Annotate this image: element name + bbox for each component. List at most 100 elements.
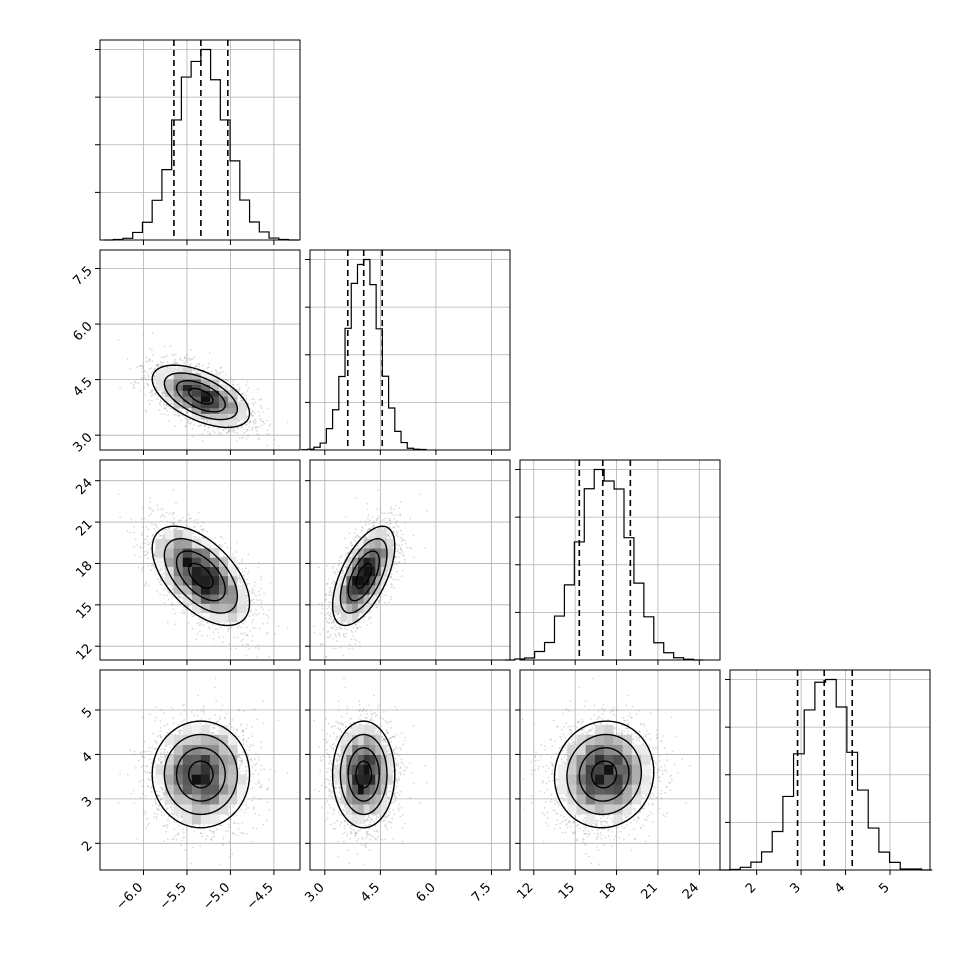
sample-point (260, 407, 263, 410)
sample-point (245, 654, 248, 657)
sample-point (177, 594, 180, 597)
sample-point (172, 608, 175, 610)
sample-point (257, 647, 260, 650)
sample-point (260, 419, 263, 422)
density-cell (200, 396, 211, 403)
sample-point (246, 594, 249, 597)
sample-point (222, 555, 225, 558)
sample-point (242, 436, 245, 439)
density-cell (218, 402, 229, 409)
sample-point (243, 631, 246, 634)
sample-point (269, 423, 272, 426)
sample-point (183, 357, 186, 360)
sample-point (186, 411, 189, 414)
sample-point (154, 541, 156, 543)
sample-point (242, 583, 245, 586)
sample-point (130, 382, 133, 385)
sample-point (241, 581, 244, 583)
sample-point (181, 359, 184, 362)
sample-point (243, 574, 245, 577)
sample-point (258, 418, 261, 421)
sample-point (141, 532, 144, 535)
density-cell (164, 378, 175, 386)
sample-point (205, 421, 208, 423)
sample-point (197, 622, 200, 624)
sample-point (201, 433, 204, 435)
sample-point (232, 380, 234, 382)
sample-point (252, 601, 255, 604)
sample-point (167, 405, 170, 408)
sample-point (219, 372, 222, 375)
sample-point (229, 647, 232, 650)
sample-point (252, 403, 255, 406)
sample-point (141, 370, 143, 373)
sample-point (226, 379, 228, 381)
density-cell (200, 384, 211, 391)
sample-point (147, 375, 150, 378)
sample-point (145, 356, 148, 359)
sample-point (144, 360, 147, 363)
sample-point (142, 365, 144, 368)
sample-point (161, 514, 164, 517)
histogram-panel-1 (300, 249, 511, 455)
sample-point (257, 566, 260, 569)
sample-point (170, 603, 173, 606)
sample-point (161, 567, 164, 569)
sample-point (145, 378, 148, 381)
sample-point (148, 547, 151, 550)
sample-point (174, 353, 177, 356)
sample-point (251, 599, 253, 602)
sample-point (175, 502, 177, 505)
sample-point (252, 614, 254, 617)
density-cell (209, 390, 220, 397)
sample-point (226, 432, 228, 434)
sample-point (257, 438, 260, 441)
sample-point (140, 365, 143, 368)
sample-point (153, 554, 156, 557)
sample-point (197, 511, 200, 514)
sample-point (134, 538, 137, 541)
sample-point (238, 419, 240, 422)
sample-point (220, 366, 222, 369)
density-cell (173, 367, 184, 374)
sample-point (263, 592, 265, 595)
density-cell (218, 419, 229, 426)
sample-point (237, 566, 240, 569)
sample-point (251, 428, 254, 431)
sample-point (251, 414, 254, 417)
sample-point (239, 582, 242, 584)
sample-point (160, 412, 163, 415)
sample-point (160, 508, 162, 510)
sample-point (170, 407, 172, 410)
sample-point (187, 526, 190, 529)
sample-point (151, 354, 154, 356)
sample-point (169, 345, 172, 348)
sample-point (242, 574, 245, 577)
sample-point (143, 374, 146, 377)
sample-point (149, 501, 151, 503)
sample-point (235, 541, 238, 544)
sample-point (245, 423, 248, 426)
sample-point (226, 546, 228, 549)
sample-point (171, 402, 173, 405)
sample-point (246, 406, 248, 409)
sample-point (162, 404, 165, 406)
sample-point (241, 400, 243, 402)
sample-point (236, 427, 239, 430)
sample-point (148, 368, 151, 370)
sample-point (145, 554, 148, 556)
sample-point (184, 425, 187, 428)
sample-point (235, 551, 238, 553)
sample-point (220, 545, 222, 547)
density-cell (164, 390, 175, 397)
sample-point (173, 512, 175, 514)
sample-point (184, 357, 187, 360)
sample-point (165, 404, 168, 406)
sample-point (239, 632, 242, 635)
sample-point (147, 564, 150, 567)
sample-point (189, 517, 191, 520)
sample-point (168, 598, 170, 601)
sample-point (257, 643, 260, 646)
sample-point (163, 407, 165, 410)
sample-point (160, 356, 163, 359)
